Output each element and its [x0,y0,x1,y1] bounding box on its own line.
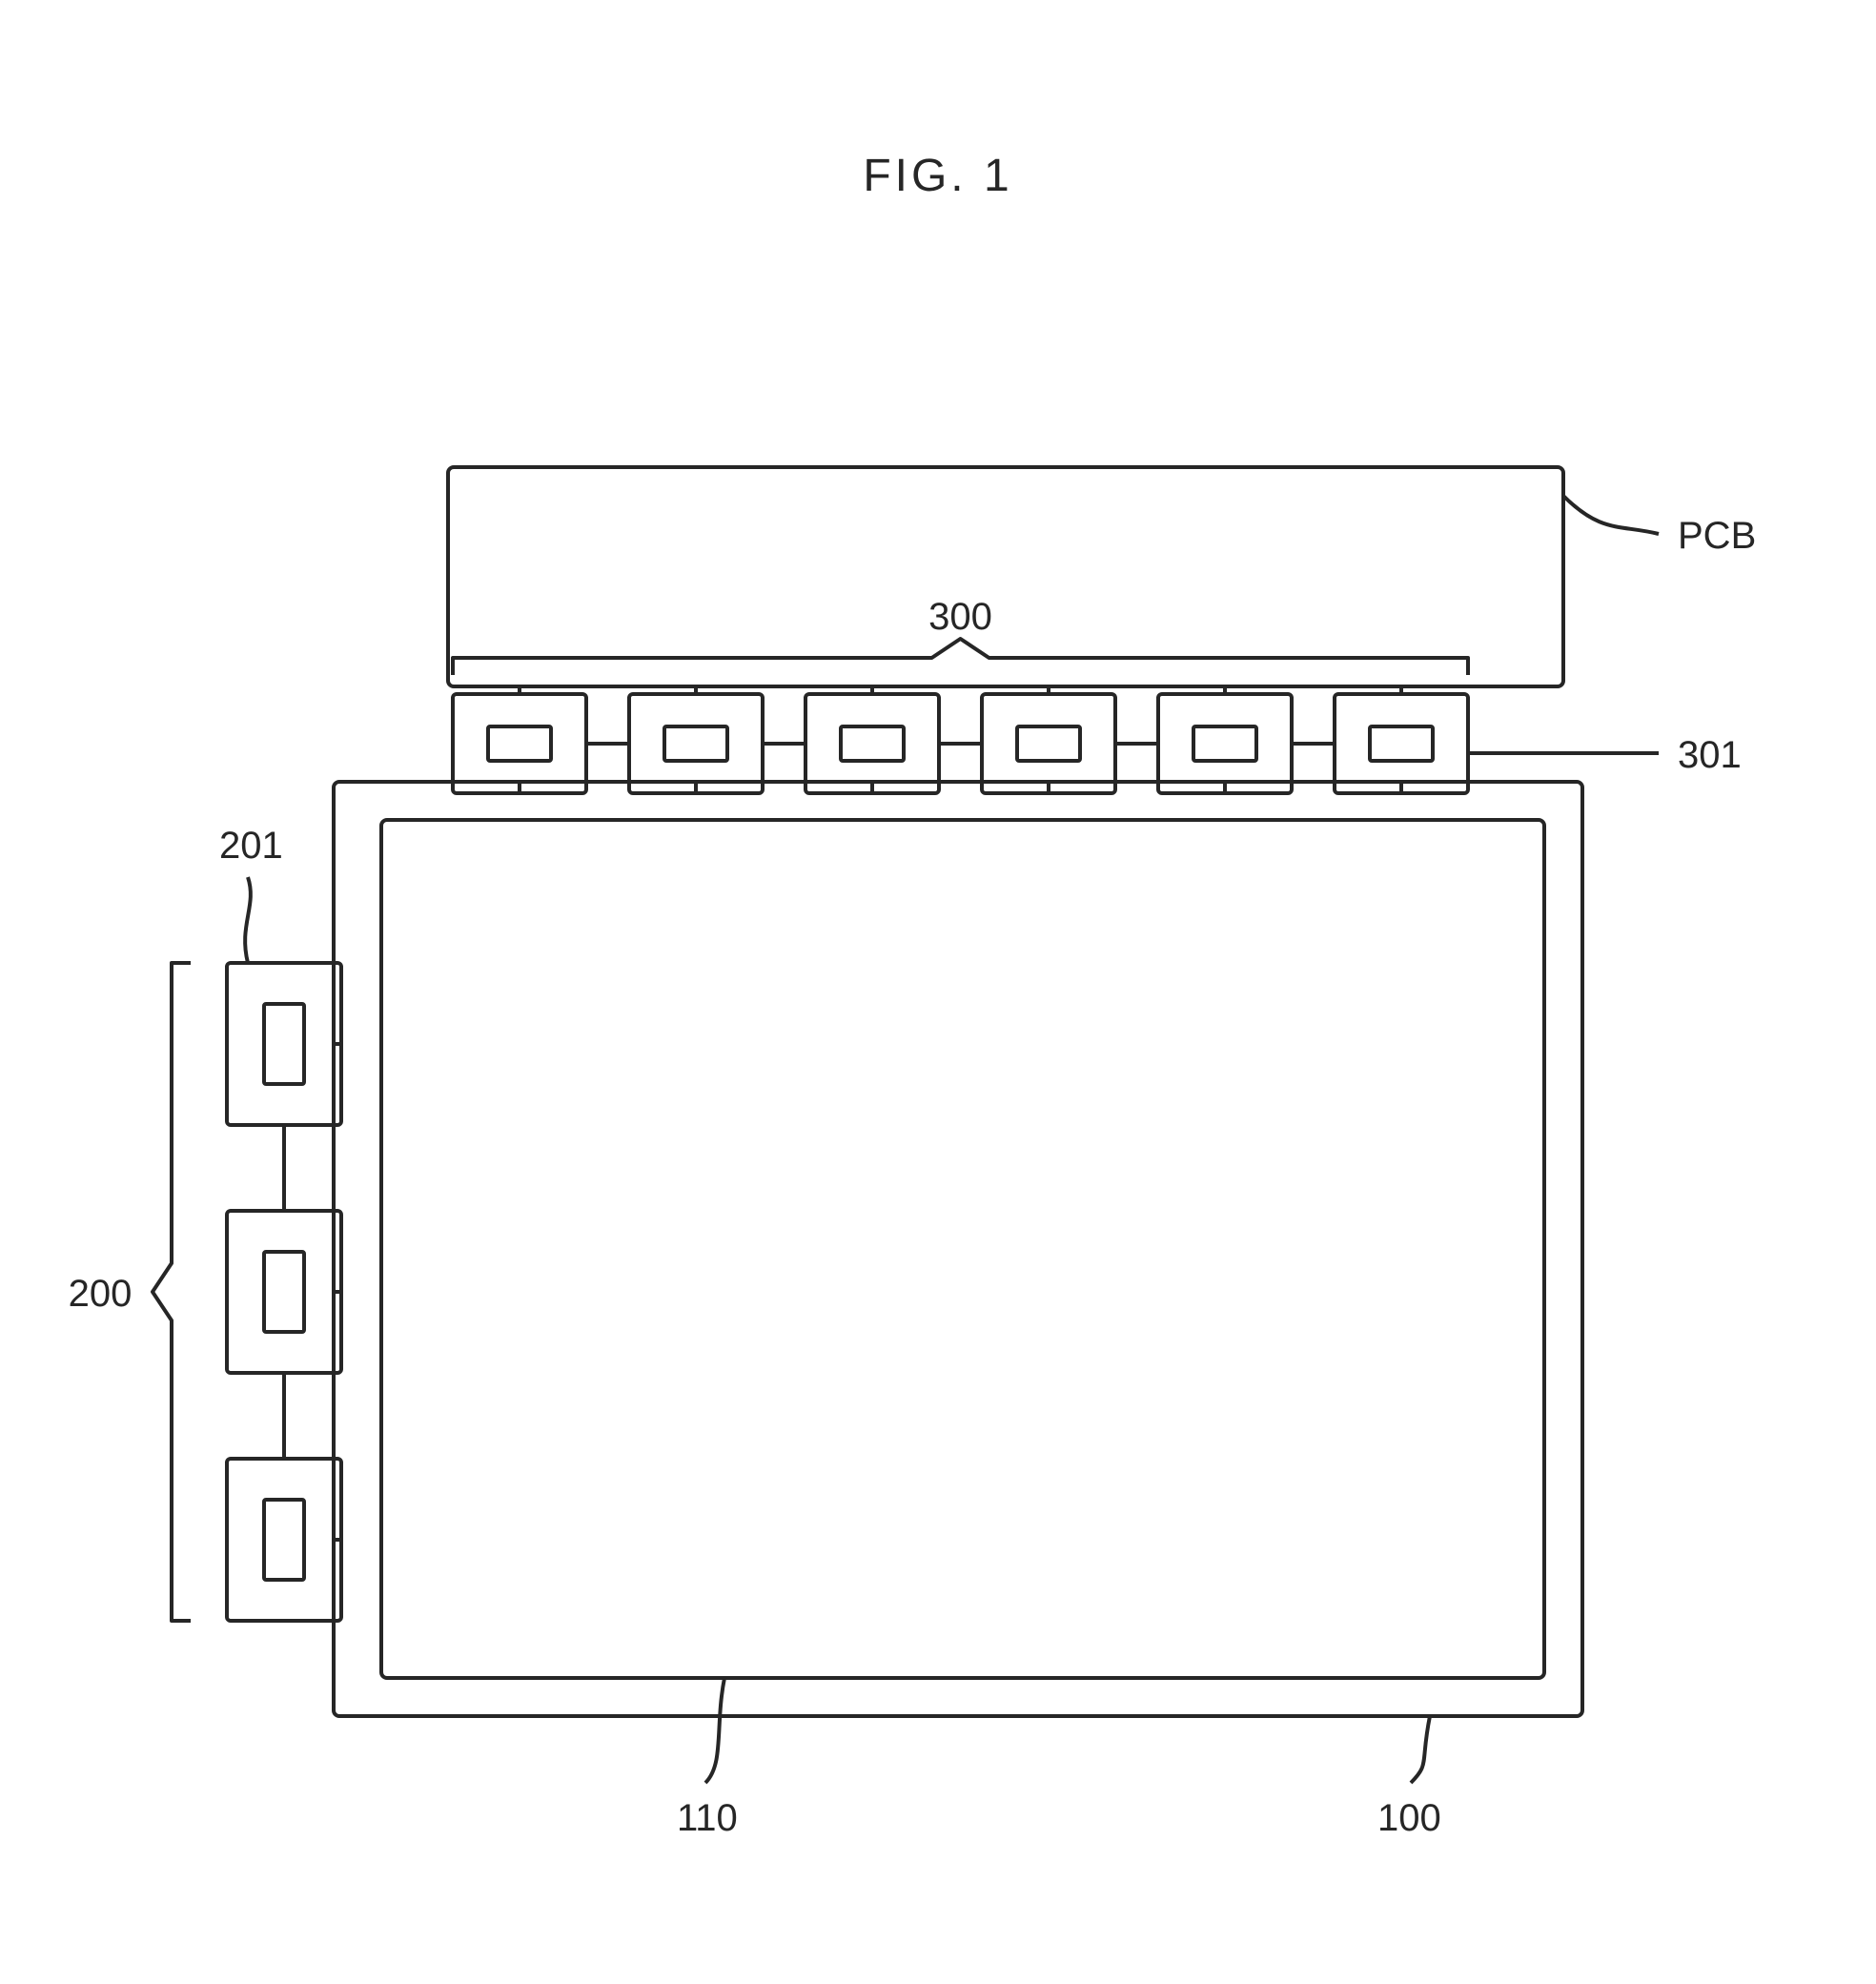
label-201: 201 [219,825,283,867]
label-100: 100 [1377,1797,1441,1839]
label-301: 301 [1678,734,1742,776]
label-top-group: 300 [928,596,992,638]
label-left-group: 200 [69,1273,133,1315]
label-110: 110 [677,1797,738,1839]
figure-title: FIG. 1 [863,151,1012,201]
label-pcb: PCB [1678,515,1756,557]
canvas-bg [0,0,1876,1984]
